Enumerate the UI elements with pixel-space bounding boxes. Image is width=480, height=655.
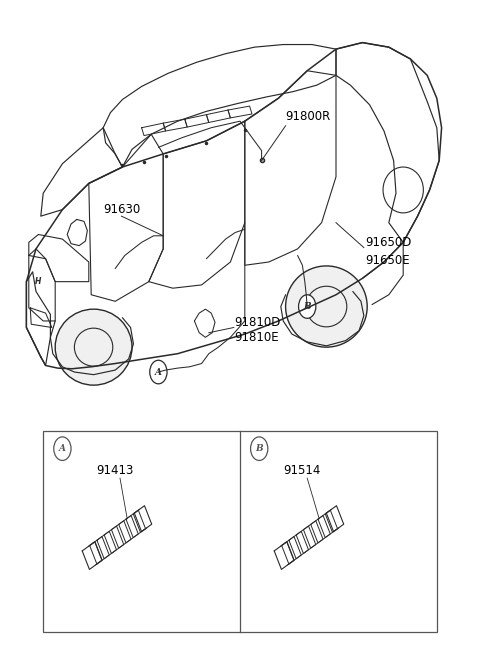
Text: A: A <box>59 444 66 453</box>
Circle shape <box>299 295 316 318</box>
Text: 91630: 91630 <box>103 203 141 216</box>
Text: B: B <box>303 302 311 311</box>
Text: 91650E: 91650E <box>365 254 409 267</box>
Text: B: B <box>255 444 263 453</box>
Text: 91514: 91514 <box>284 464 321 477</box>
Circle shape <box>54 437 71 460</box>
Text: 91650D: 91650D <box>365 236 411 249</box>
Text: 91413: 91413 <box>96 464 134 477</box>
Bar <box>43 431 437 632</box>
Circle shape <box>150 360 167 384</box>
Text: 91800R: 91800R <box>286 110 331 123</box>
Ellipse shape <box>55 309 132 385</box>
Text: 91810E: 91810E <box>234 331 279 345</box>
Text: A: A <box>155 367 162 377</box>
Circle shape <box>251 437 268 460</box>
Text: 91810D: 91810D <box>234 316 281 329</box>
Text: H: H <box>35 277 42 286</box>
Ellipse shape <box>286 266 367 347</box>
